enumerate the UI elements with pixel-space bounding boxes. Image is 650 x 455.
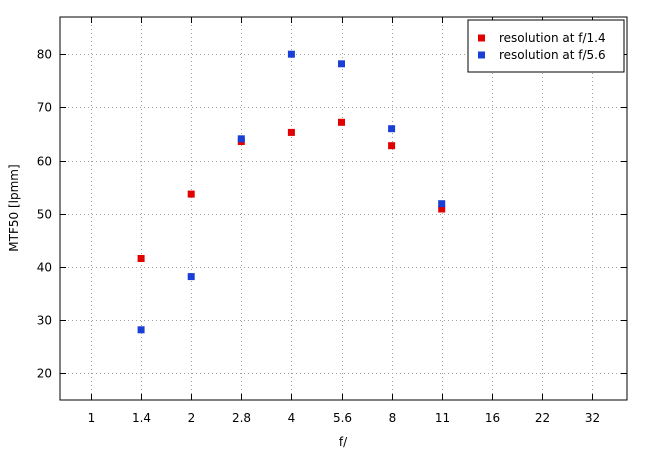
y-tick-label: 70 (37, 101, 52, 115)
x-tick-label: 1 (88, 411, 96, 425)
data-points (137, 50, 446, 334)
data-point-series-1 (338, 118, 345, 126)
data-point-series-2 (438, 200, 446, 208)
legend-box (467, 19, 625, 73)
y-tick-labels: 20 30 40 50 60 70 80 (37, 48, 52, 381)
tick-layer (60, 17, 627, 400)
data-point-series-2 (237, 135, 245, 143)
x-tick-label: 5.6 (333, 411, 352, 425)
y-tick-label: 80 (37, 48, 52, 62)
x-tick-label: 4 (288, 411, 296, 425)
data-point-series-1 (388, 142, 396, 150)
x-tick-labels: 1 1.4 2 2.8 4 5.6 8 11 16 22 32 (88, 411, 600, 425)
x-tick-label: 2.8 (232, 411, 251, 425)
legend-entries: resolution at f/1.4 resolution at f/5.6 (478, 31, 606, 62)
y-axis-label: MTF50 [lpmm] (7, 164, 21, 251)
data-point-series-2 (388, 125, 396, 133)
y-tick-label: 60 (37, 155, 52, 169)
y-tick-label: 50 (37, 208, 52, 222)
y-tick-label: 40 (37, 261, 52, 275)
x-tick-label: 1.4 (132, 411, 151, 425)
x-tick-label: 8 (389, 411, 397, 425)
legend-label: resolution at f/5.6 (499, 48, 606, 62)
data-point-series-2 (137, 326, 145, 334)
data-point-series-1 (438, 205, 446, 213)
x-tick-label: 16 (485, 411, 500, 425)
data-point-series-1 (287, 128, 295, 136)
data-point-series-1 (137, 255, 145, 262)
x-tick-label: 11 (435, 411, 450, 425)
data-point-series-2 (287, 50, 295, 58)
y-tick-label: 20 (37, 367, 52, 381)
x-tick-label: 2 (188, 411, 196, 425)
legend-label: resolution at f/1.4 (499, 31, 606, 45)
x-axis-label: f/ (339, 435, 348, 449)
data-point-series-2 (187, 273, 195, 281)
x-tick-label: 32 (585, 411, 600, 425)
legend: resolution at f/1.4 resolution at f/5.6 (467, 19, 625, 73)
plot-frame (59, 16, 628, 401)
x-tick-label: 22 (535, 411, 550, 425)
grid-layer (60, 17, 627, 400)
data-point-series-1 (187, 190, 195, 198)
legend-marker (478, 51, 485, 59)
data-point-series-2 (338, 60, 345, 68)
legend-marker (478, 34, 485, 42)
y-tick-label: 30 (37, 314, 52, 328)
